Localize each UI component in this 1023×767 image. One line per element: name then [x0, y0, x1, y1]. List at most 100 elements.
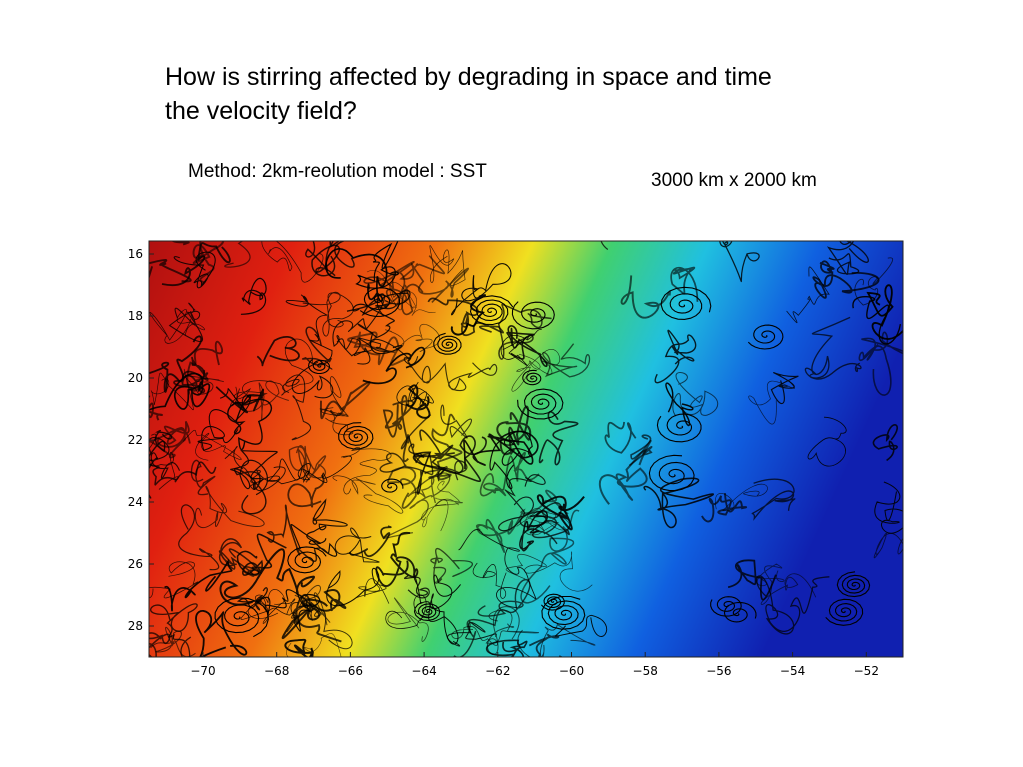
eddy-spiral	[836, 571, 871, 598]
filament	[382, 395, 415, 462]
filament	[149, 309, 205, 344]
filament	[230, 450, 278, 496]
filament	[230, 338, 314, 407]
filament	[486, 606, 520, 656]
eddy-spiral	[214, 597, 269, 638]
filament	[227, 394, 272, 451]
eddy-spiral	[522, 369, 542, 386]
filament	[325, 248, 388, 302]
filament	[434, 480, 463, 506]
filament	[497, 303, 552, 360]
eddy-spiral	[517, 388, 564, 420]
filament	[496, 405, 532, 456]
filament	[182, 429, 242, 461]
x-tick-label: −58	[633, 664, 658, 678]
filament	[356, 578, 390, 604]
x-tick-label: −70	[190, 664, 215, 678]
filament	[150, 368, 194, 410]
filament	[620, 275, 671, 319]
filament	[511, 349, 561, 392]
y-tick-label: 24	[128, 495, 143, 509]
filament	[284, 638, 314, 657]
filament	[195, 610, 248, 657]
filament	[256, 335, 300, 367]
eddy-spiral	[660, 286, 712, 320]
filament	[866, 284, 903, 340]
sst-map-svg: −70 −68 −66 −64 −62 −60 −58 −56 −54 −52 16 18 20 22 2…	[128, 240, 904, 678]
filament	[164, 558, 233, 612]
filament	[528, 633, 563, 657]
eddy-spiral	[656, 413, 702, 443]
filament	[719, 241, 760, 283]
filament	[149, 632, 171, 657]
filament	[463, 430, 539, 470]
filament	[874, 481, 903, 534]
y-tick-label: 28	[128, 619, 143, 633]
filament	[281, 589, 347, 640]
filament	[261, 241, 324, 283]
filament	[538, 411, 579, 466]
filament	[234, 468, 267, 515]
filament	[150, 603, 198, 657]
filament	[285, 294, 333, 370]
filament	[485, 639, 528, 657]
filament	[430, 548, 474, 584]
filament	[770, 371, 799, 404]
y-tick-label: 18	[128, 309, 143, 323]
filament	[451, 609, 539, 646]
filament	[751, 478, 796, 521]
method-caption: Method: 2km-reolution model : SST	[188, 161, 487, 182]
filament	[421, 499, 449, 532]
eddy-spiral	[359, 287, 401, 317]
filament	[628, 434, 653, 467]
filament	[149, 433, 179, 490]
filament	[375, 531, 419, 587]
y-axis-ticks: 16 18 20 22 24 26 28	[128, 247, 154, 633]
filament	[412, 435, 487, 495]
filament	[672, 371, 719, 417]
filament	[453, 578, 531, 657]
filament	[500, 329, 542, 366]
filament	[236, 533, 287, 576]
filament	[399, 255, 469, 303]
x-tick-label: −56	[706, 664, 731, 678]
filament	[440, 404, 473, 439]
eddy-spiral	[381, 478, 404, 493]
filament	[347, 331, 411, 366]
filament	[472, 562, 507, 599]
filament	[858, 331, 903, 396]
filament	[334, 527, 380, 563]
filament	[654, 329, 697, 384]
eddy-spiral	[413, 601, 441, 621]
filament	[161, 242, 231, 287]
filament	[194, 485, 265, 528]
x-tick-label: −64	[411, 664, 436, 678]
eddy-spiral	[541, 593, 565, 611]
filament	[346, 289, 411, 317]
eddy-spiral	[710, 596, 742, 617]
filament	[498, 474, 546, 532]
filament	[190, 459, 216, 496]
filament	[282, 374, 312, 441]
sst-map-figure: −70 −68 −66 −64 −62 −60 −58 −56 −54 −52 16 18 20 22 2…	[118, 232, 918, 680]
x-tick-label: −60	[559, 664, 584, 678]
filament	[872, 424, 898, 462]
slide-title: How is stirring affected by degrading in…	[165, 63, 772, 125]
filament	[149, 335, 203, 393]
y-tick-label: 20	[128, 371, 143, 385]
y-tick-label: 16	[128, 247, 143, 261]
filament	[332, 475, 404, 514]
filament	[385, 324, 440, 353]
filament	[873, 532, 903, 559]
x-tick-label: −68	[264, 664, 289, 678]
filament	[288, 445, 327, 483]
filament	[670, 266, 699, 302]
filament	[519, 509, 549, 552]
filament	[505, 551, 593, 592]
filament	[305, 241, 355, 271]
eddy-spiral	[541, 595, 586, 630]
filament	[219, 548, 315, 606]
filament	[302, 291, 354, 337]
filament	[236, 380, 289, 421]
y-tick-label: 26	[128, 557, 143, 571]
